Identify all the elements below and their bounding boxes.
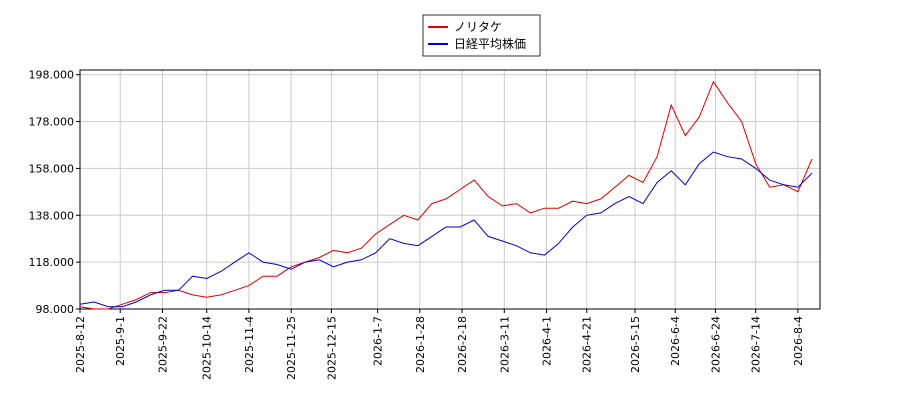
x-tick-label: 2025-9-1 [114,316,127,366]
x-tick-label: 2026-1-28 [414,316,427,373]
y-tick-label: 178.000 [29,116,75,129]
y-tick-label: 198.000 [29,69,75,82]
series-line [79,80,813,310]
legend-box [422,14,541,57]
x-tick-label: 2026-7-14 [750,316,763,373]
x-tick-label: 2026-6-24 [709,316,722,373]
x-tick-label: 2025-8-12 [74,316,87,373]
x-tick-label: 2026-4-21 [581,316,594,373]
x-tick-label: 2025-11-25 [285,316,298,380]
x-tick-label: 2026-4-1 [541,316,554,366]
y-tick-label: 158.000 [29,162,75,175]
legend-label: 日経平均株価 [454,36,526,51]
x-tick-label: 2026-3-11 [498,316,511,373]
x-tick-label: 2025-10-14 [201,316,214,380]
x-tick-label: 2026-6-4 [669,316,682,366]
plot-frame [79,69,821,310]
x-tick-label: 2026-5-15 [629,316,642,373]
y-tick-label: 98.000 [36,303,75,316]
legend-label: ノリタケ [454,20,502,34]
plot-area [80,70,820,309]
series-line [79,151,813,308]
x-tick-label: 2026-8-4 [792,316,805,366]
y-tick-label: 118.000 [29,256,75,269]
x-tick-label: 2026-2-18 [456,316,469,373]
x-tick-label: 2025-9-22 [156,316,169,373]
y-tick-label: 138.000 [29,209,75,222]
x-tick-label: 2025-11-4 [243,316,256,373]
x-tick-label: 2025-12-15 [325,316,338,380]
x-tick-label: 2026-1-7 [372,316,385,366]
